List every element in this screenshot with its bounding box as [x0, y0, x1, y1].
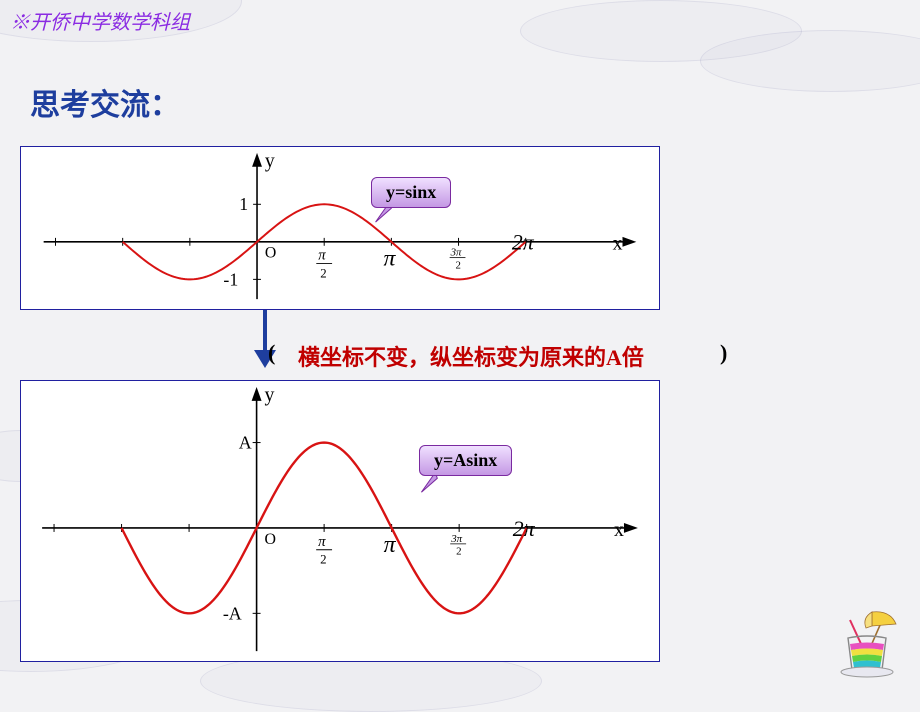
drink-icon: [832, 608, 902, 678]
svg-text:O: O: [265, 531, 276, 548]
svg-text:2π: 2π: [513, 517, 536, 541]
chart-sinx-svg: Oxy1-1π2π3π22π: [21, 147, 659, 309]
section-title: 思考交流：: [30, 80, 180, 124]
chart-Asinx-svg: OxyA-Aπ2π3π22π: [21, 381, 659, 661]
svg-text:2π: 2π: [512, 231, 535, 255]
svg-text:x: x: [614, 519, 624, 541]
svg-text:-A: -A: [223, 603, 242, 623]
callout-Asinx: y=Asinx: [419, 445, 512, 476]
svg-text:π: π: [318, 248, 326, 264]
transform-text: 横坐标不变，纵坐标变为原来的A倍: [298, 340, 644, 372]
page-header: ※开侨中学数学科组: [10, 6, 190, 35]
svg-text:2: 2: [456, 546, 461, 558]
svg-text:y: y: [265, 150, 275, 172]
svg-text:π: π: [318, 534, 326, 550]
chart-Asinx: OxyA-Aπ2π3π22π y=Asinx: [20, 380, 660, 662]
svg-text:π: π: [384, 532, 397, 558]
svg-text:A: A: [239, 433, 252, 453]
svg-text:2: 2: [456, 260, 461, 272]
transform-open-paren: (: [268, 340, 275, 366]
svg-text:3π: 3π: [450, 247, 462, 259]
svg-text:O: O: [265, 245, 276, 262]
svg-text:2: 2: [320, 266, 326, 280]
svg-text:x: x: [613, 233, 623, 255]
svg-text:1: 1: [239, 194, 248, 214]
svg-text:π: π: [383, 246, 396, 272]
callout-sinx: y=sinx: [371, 177, 451, 208]
svg-text:-1: -1: [223, 269, 238, 289]
transform-close-paren: ): [720, 340, 727, 366]
transform-arrow-icon: [250, 310, 280, 370]
svg-text:y: y: [265, 384, 275, 406]
svg-text:3π: 3π: [450, 533, 462, 545]
chart-sinx: Oxy1-1π2π3π22π y=sinx: [20, 146, 660, 310]
svg-text:2: 2: [320, 553, 326, 567]
